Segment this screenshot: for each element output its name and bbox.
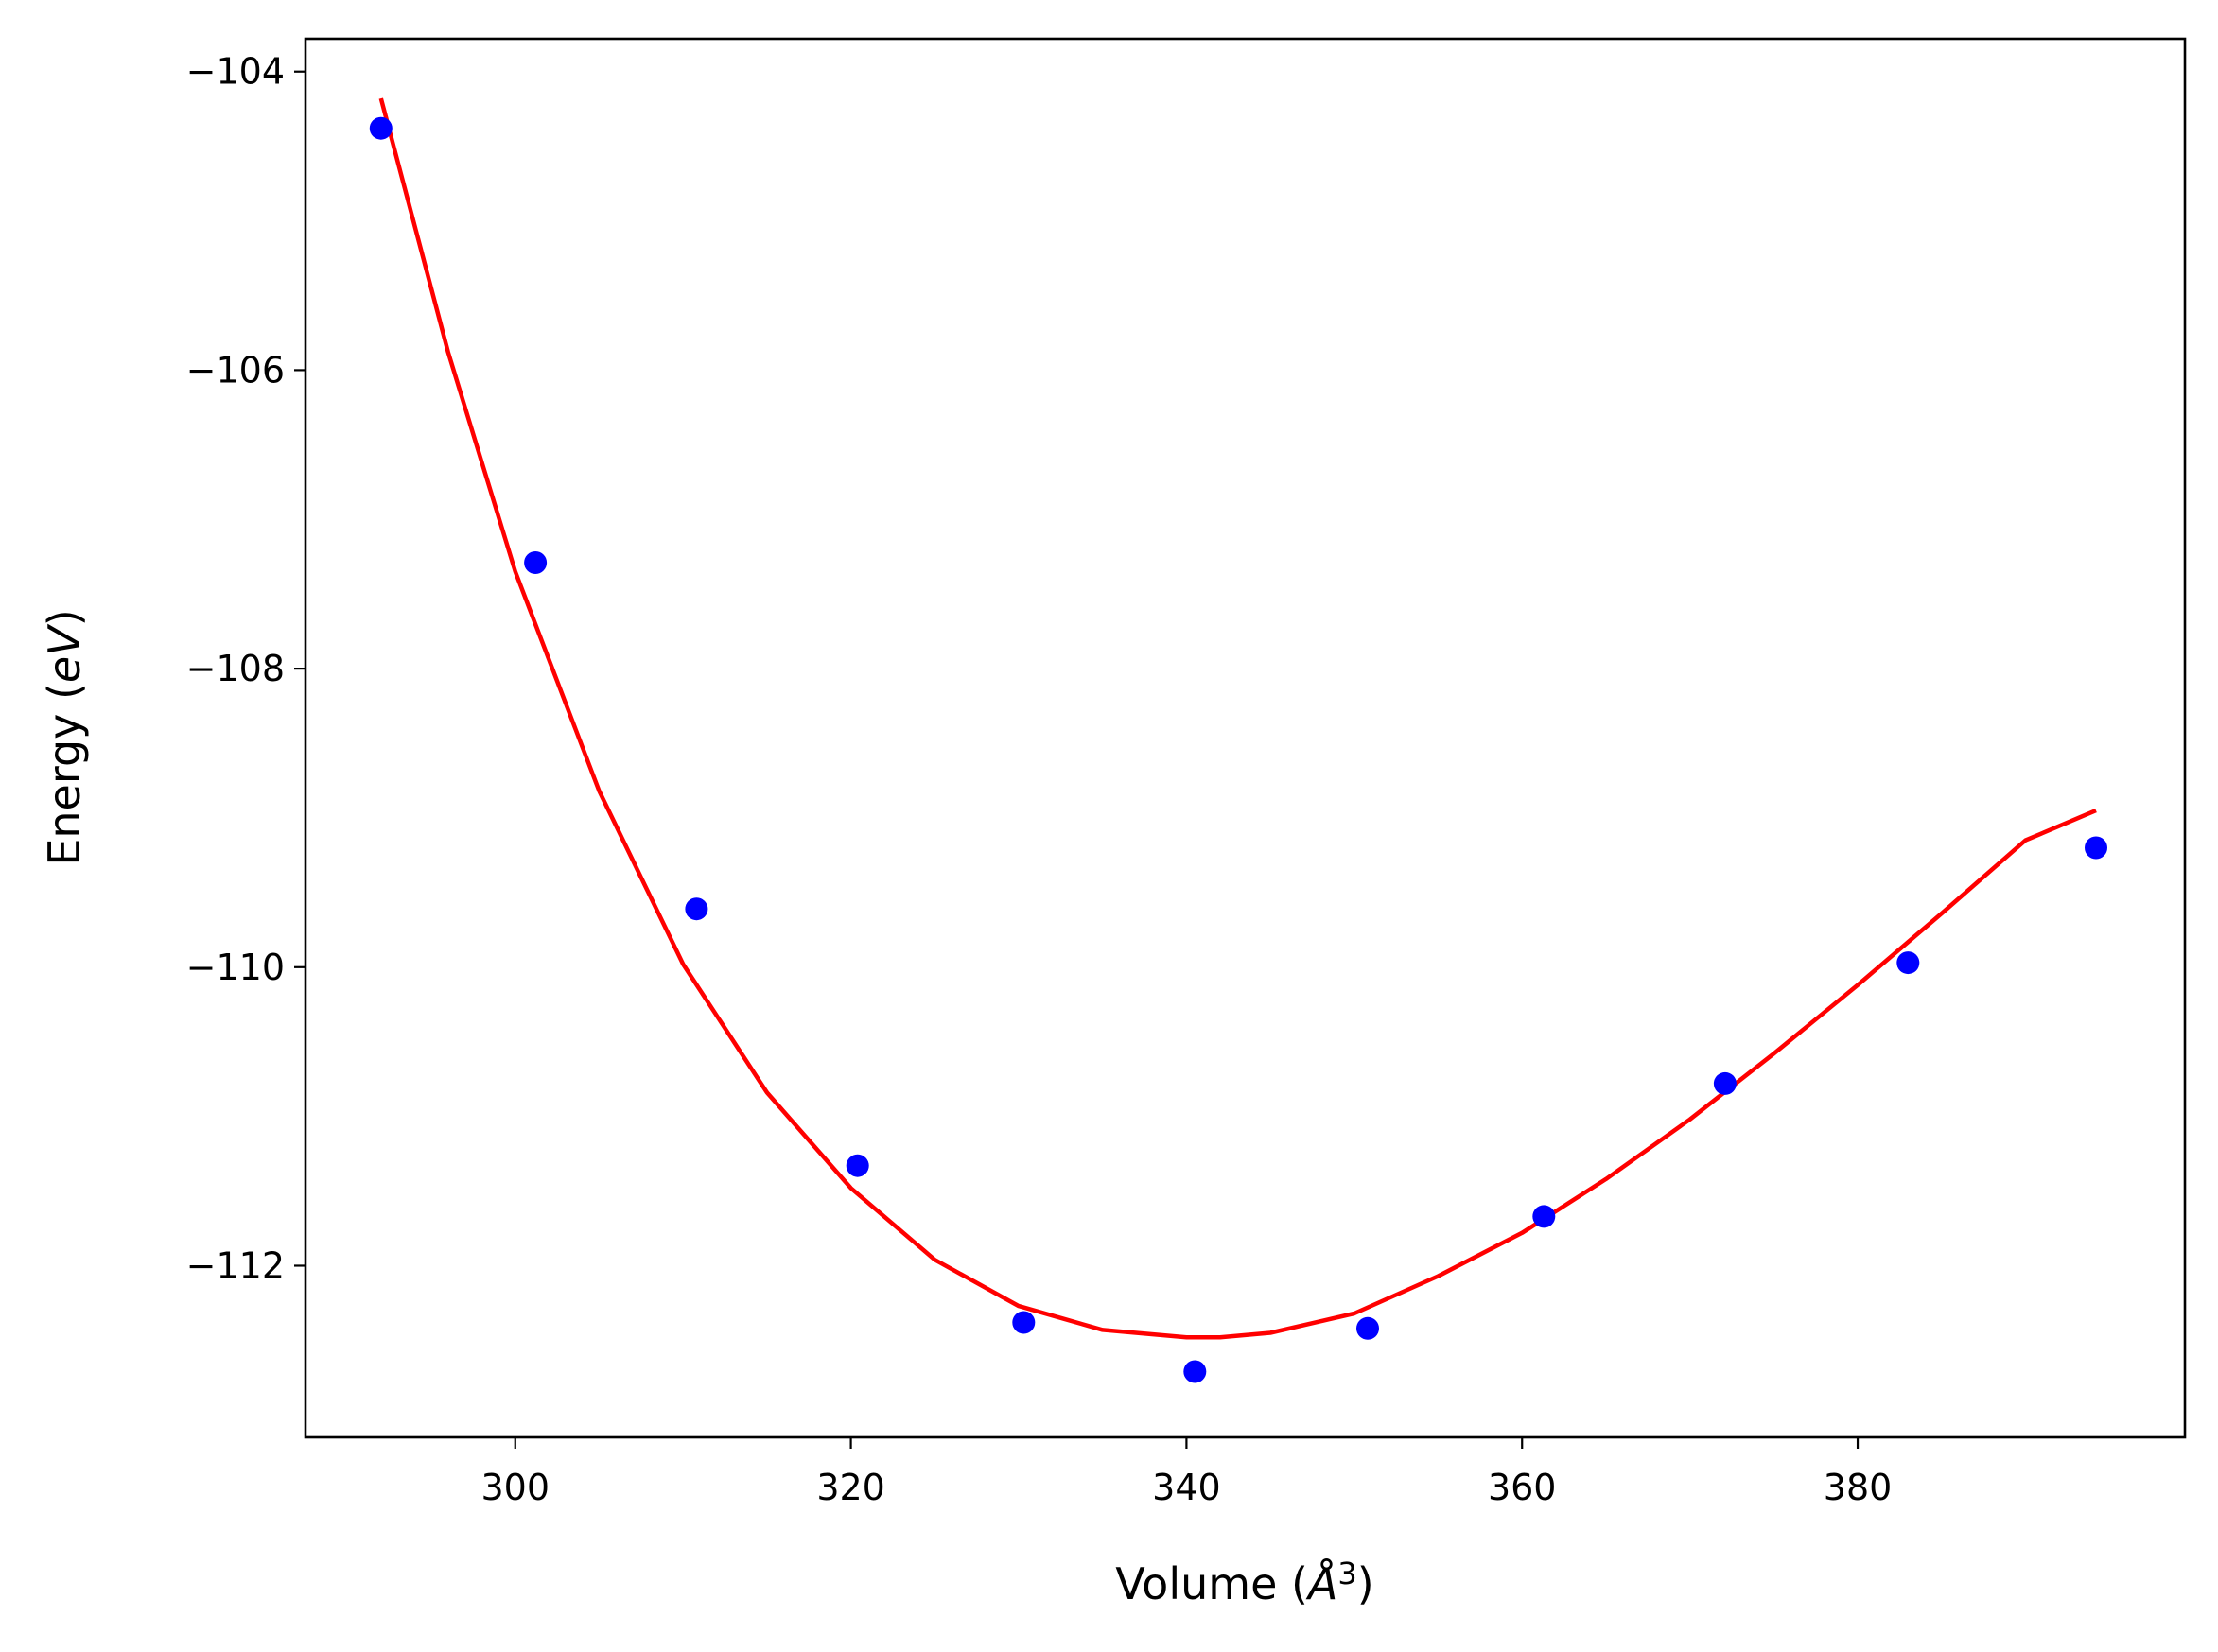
y-tick-label: −112 [186,1244,285,1286]
data-point-9 [1713,1071,1737,1095]
data-point-3 [685,897,708,921]
y-tick-label: −110 [186,947,285,988]
y-tick-label: −108 [186,648,285,689]
data-point-6 [1183,1360,1207,1383]
axes-frame [304,37,2187,1439]
y-axis-label: Energy (eV) [39,609,90,865]
x-tick-label: 340 [1152,1467,1221,1508]
data-point-1 [369,116,393,140]
y-tick-label: −104 [186,51,285,93]
data-point-2 [524,551,548,574]
x-axis-ticks: 300 320 340 360 380 [480,1437,1892,1508]
data-point-11 [2085,836,2107,860]
x-axis-label: Volume (Å3) [1115,1556,1373,1609]
data-point-5 [1012,1311,1036,1334]
plot-area [369,97,2107,1383]
data-point-10 [1896,951,1920,975]
y-tick-label: −106 [186,349,285,391]
x-tick-label: 360 [1488,1467,1557,1508]
data-point-8 [1532,1205,1556,1228]
x-tick-label: 320 [816,1467,885,1508]
data-point-7 [1356,1316,1379,1340]
x-tick-label: 380 [1824,1467,1893,1508]
y-axis-ticks: −104 −106 −108 −110 −112 [186,51,306,1286]
x-tick-label: 300 [480,1467,550,1508]
data-point-4 [846,1154,869,1177]
fit-curve-line [378,97,2097,1340]
